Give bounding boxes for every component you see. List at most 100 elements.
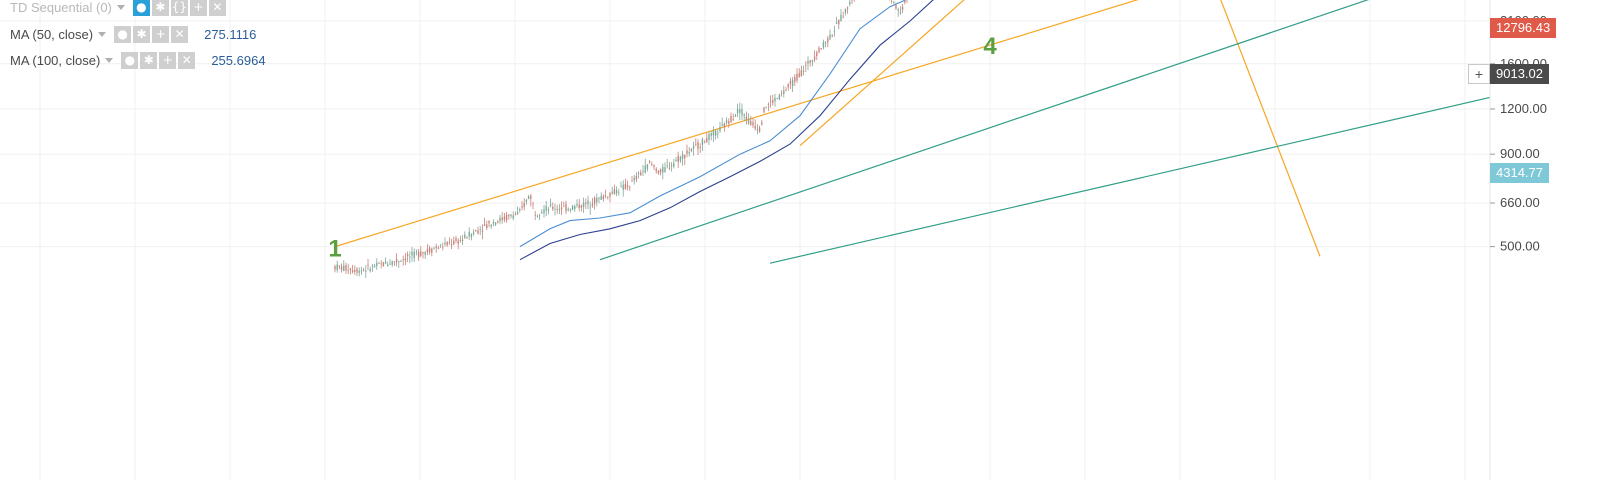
candle-body [543, 209, 545, 214]
legend-td-sequential[interactable]: TD Sequential (0) ● ✱ {} + ✕ [10, 0, 228, 17]
candle-body [666, 165, 668, 167]
candle-body [435, 246, 437, 249]
plus-icon[interactable]: + [189, 0, 207, 16]
candle-body [681, 154, 684, 159]
candle-body [406, 254, 409, 256]
candle-body [554, 209, 556, 210]
candle-body [699, 147, 701, 148]
gear-icon[interactable]: ✱ [140, 51, 158, 69]
candle-body [345, 265, 347, 271]
eye-icon[interactable]: ● [132, 0, 150, 16]
candle-body [428, 247, 431, 253]
candle-body [690, 148, 693, 151]
candle-body [708, 134, 710, 140]
candle-body [373, 265, 376, 268]
candle-body [461, 239, 464, 242]
indicator-name: MA (100, close) [10, 52, 101, 68]
candle-body [343, 265, 345, 271]
candle-body [798, 72, 800, 78]
candle-body [626, 185, 629, 188]
chevron-down-icon[interactable] [105, 57, 114, 63]
candle-body [536, 215, 539, 217]
candle-body [637, 173, 640, 175]
close-icon[interactable]: ✕ [178, 51, 196, 69]
candle-body [538, 215, 541, 217]
candle-body [827, 38, 829, 43]
wave-label: 4 [983, 33, 997, 60]
candle-body [849, 1, 851, 5]
candle-body [378, 262, 380, 264]
close-icon[interactable]: ✕ [208, 0, 226, 16]
legend-ma-100[interactable]: MA (100, close) ● ✱ + ✕ 255.6964 [10, 50, 266, 70]
gear-icon[interactable]: ✱ [133, 25, 151, 43]
candle-body [684, 155, 686, 159]
candle-body [787, 83, 789, 88]
candle-body [483, 224, 486, 226]
close-icon[interactable]: ✕ [171, 25, 189, 43]
gear-icon[interactable]: ✱ [151, 0, 169, 16]
candle-body [675, 159, 677, 161]
candle-body [679, 156, 682, 162]
eye-icon[interactable]: ● [114, 25, 132, 43]
trendline [799, 0, 965, 147]
candle-body [347, 270, 349, 272]
candle-body [420, 251, 422, 256]
braces-icon[interactable]: {} [170, 0, 188, 16]
ma-100-line [519, 0, 934, 261]
candle-body [618, 192, 620, 194]
eye-icon[interactable]: ● [121, 51, 139, 69]
candle-body [367, 264, 369, 266]
candle-body [591, 203, 594, 206]
candle-body [778, 94, 781, 100]
candle-body [475, 230, 477, 232]
legend-ma-50[interactable]: MA (50, close) ● ✱ + ✕ 275.1116 [10, 24, 256, 44]
y-tick-label: 500.00 [1500, 239, 1540, 254]
candle-body [402, 259, 404, 260]
candle-body [582, 202, 585, 207]
candle-body [811, 60, 814, 62]
candle-body [635, 175, 638, 180]
candle-body [609, 193, 611, 197]
candle-body [470, 234, 473, 238]
candle-body [512, 215, 514, 219]
candle-body [501, 217, 503, 221]
plus-icon[interactable]: + [1468, 64, 1490, 84]
candle-body [503, 216, 506, 220]
candle-body [653, 165, 655, 168]
candle-body [446, 241, 448, 246]
chevron-down-icon[interactable] [116, 4, 125, 10]
candle-body [846, 7, 849, 9]
candle-body [541, 212, 543, 214]
candle-body [765, 106, 767, 108]
candle-body [356, 268, 358, 273]
candle-body [664, 167, 666, 173]
chevron-down-icon[interactable] [98, 31, 107, 37]
candle-body [752, 122, 754, 126]
candle-body [415, 252, 418, 254]
candle-body [629, 187, 631, 189]
candle-body [439, 244, 442, 246]
candle-body [525, 199, 528, 202]
candle-body [620, 186, 622, 188]
candle-body [556, 208, 558, 210]
plus-icon[interactable]: + [159, 51, 177, 69]
candle-body [607, 197, 609, 198]
candle-body [769, 100, 772, 102]
candle-body [369, 268, 371, 272]
candle-body [365, 270, 367, 272]
candle-body [767, 103, 770, 105]
indicator-name: TD Sequential (0) [10, 0, 112, 15]
candle-body [411, 251, 413, 256]
plus-icon[interactable]: + [152, 25, 170, 43]
candle-body [734, 115, 737, 117]
candle-body [459, 240, 462, 241]
candle-body [719, 127, 721, 132]
candle-body [644, 165, 646, 173]
candle-body [899, 11, 902, 13]
candle-body [745, 116, 748, 120]
candle-body [651, 164, 653, 165]
candle-body [791, 80, 794, 87]
candle-body [796, 73, 798, 81]
